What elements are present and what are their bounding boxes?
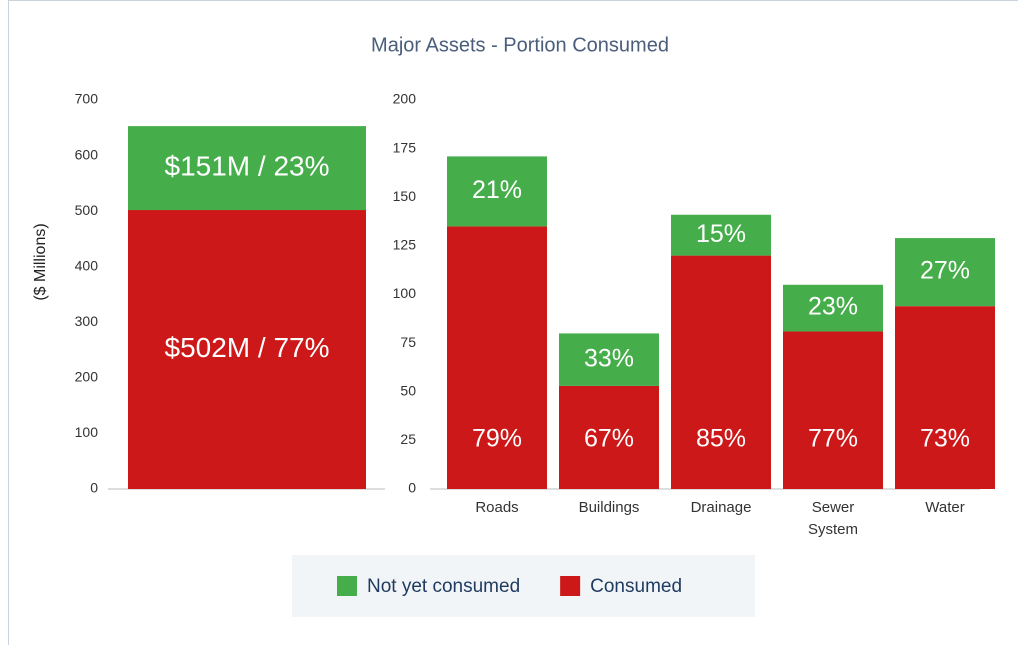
- y-tick-label: 125: [393, 237, 417, 253]
- y-axis-label: ($ Millions): [32, 223, 49, 300]
- bar-segment: [671, 255, 771, 489]
- bar-segment: [895, 306, 995, 489]
- legend-box: [292, 555, 755, 617]
- segment-label: 15%: [696, 220, 746, 248]
- segment-label: 67%: [584, 425, 634, 453]
- legend-label: Consumed: [590, 576, 682, 597]
- y-tick-label: 0: [90, 480, 98, 496]
- x-tick-label: Water: [925, 499, 964, 516]
- y-tick-label: 600: [75, 146, 99, 162]
- y-tick-label: 25: [400, 431, 416, 447]
- y-tick-label: 50: [400, 382, 416, 398]
- bar-segment: [559, 333, 659, 386]
- legend-label: Not yet consumed: [367, 576, 520, 597]
- y-tick-label: 700: [75, 91, 99, 107]
- segment-label: 79%: [472, 425, 522, 453]
- bar-segment: [447, 156, 547, 227]
- frame: [8, 0, 1018, 645]
- y-tick-label: 200: [75, 369, 99, 385]
- segment-label: 33%: [584, 344, 634, 372]
- legend-swatch: [560, 576, 581, 596]
- bar-segment: [128, 210, 366, 489]
- segment-label: 85%: [696, 425, 746, 453]
- y-tick-label: 0: [408, 480, 416, 496]
- y-tick-label: 75: [400, 334, 416, 350]
- y-tick-label: 200: [393, 91, 417, 107]
- x-tick-label: Roads: [475, 499, 518, 516]
- bar-segment: [783, 331, 883, 489]
- y-tick-label: 500: [75, 202, 99, 218]
- y-tick-label: 300: [75, 313, 99, 329]
- segment-label: 27%: [920, 257, 970, 285]
- y-tick-label: 400: [75, 257, 99, 273]
- bar-segment: [559, 385, 659, 489]
- segment-label: 21%: [472, 176, 522, 204]
- y-tick-label: 100: [75, 424, 99, 440]
- bar-segment: [671, 214, 771, 256]
- segment-label: $502M / 77%: [165, 332, 330, 363]
- y-tick-label: 175: [393, 139, 417, 155]
- x-tick-label: Sewer System: [808, 499, 858, 538]
- bar-segment: [447, 226, 547, 490]
- y-tick-label: 150: [393, 188, 417, 204]
- legend-swatch: [337, 576, 357, 596]
- bar-segment: [128, 126, 366, 211]
- bar-segment: [783, 284, 883, 332]
- segment-label: $151M / 23%: [165, 150, 330, 181]
- segment-label: 23%: [808, 293, 858, 321]
- y-tick-label: 100: [393, 285, 417, 301]
- x-tick-label: Buildings: [579, 499, 640, 516]
- chart-title: Major Assets - Portion Consumed: [371, 34, 669, 56]
- segment-label: 73%: [920, 425, 970, 453]
- segment-label: 77%: [808, 425, 858, 453]
- x-tick-label: Drainage: [691, 499, 752, 516]
- bar-segment: [895, 238, 995, 307]
